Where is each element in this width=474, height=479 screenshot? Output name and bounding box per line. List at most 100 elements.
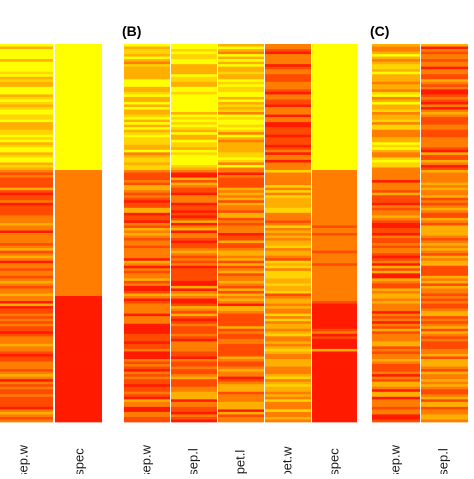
heatmap-cell [171, 167, 217, 171]
heatmap-cell [265, 260, 311, 264]
heatmap-cell [124, 338, 170, 342]
heatmap-cell [372, 162, 420, 166]
heatmap-cell [171, 187, 217, 191]
heatmap-cell [421, 298, 468, 302]
heatmap-cell [265, 144, 311, 148]
heatmap-cell [171, 69, 217, 73]
heatmap-cell [218, 190, 264, 194]
heatmap-cell [171, 351, 217, 355]
heatmap-cell [55, 416, 102, 420]
heatmap-cell [312, 49, 357, 52]
heatmap-cell [0, 411, 53, 415]
heatmap-cell [218, 333, 264, 337]
heatmap-cell [265, 175, 311, 178]
heatmap-cell [421, 311, 468, 314]
heatmap-cell [124, 170, 170, 173]
heatmap-cell [55, 132, 102, 136]
heatmap-cell [421, 152, 468, 156]
heatmap-cell [0, 215, 53, 219]
heatmap-cell [312, 137, 357, 141]
heatmap-cell [0, 107, 53, 110]
heatmap-cell [171, 59, 217, 62]
heatmap-cell [0, 104, 53, 108]
heatmap-cell [312, 364, 357, 367]
heatmap-cell [218, 225, 264, 229]
heatmap-cell [0, 265, 53, 269]
heatmap-cell [218, 386, 264, 390]
heatmap-cell [372, 406, 420, 410]
heatmap-cell [218, 245, 264, 249]
heatmap-cell [421, 74, 468, 78]
heatmap-cell [312, 404, 357, 408]
heatmap-cell [421, 109, 468, 113]
heatmap-cell [124, 336, 170, 340]
heatmap-cell [0, 230, 53, 234]
heatmap-cell [312, 96, 357, 100]
heatmap-cell [372, 59, 420, 62]
heatmap-cell [55, 119, 102, 123]
heatmap-cell [312, 101, 357, 105]
heatmap-cell [218, 331, 264, 335]
heatmap-cell [124, 195, 170, 199]
heatmap-cell [372, 159, 420, 163]
heatmap-cell [171, 404, 217, 408]
heatmap-cell [124, 192, 170, 196]
heatmap-cell [171, 172, 217, 176]
heatmap-cell [0, 74, 53, 78]
heatmap-cell [218, 180, 264, 183]
heatmap-cell [55, 71, 102, 75]
heatmap-cell [0, 167, 53, 171]
heatmap-cell [421, 235, 468, 239]
heatmap-cell [421, 225, 468, 229]
heatmap-cell [0, 142, 53, 146]
heatmap-cell [312, 389, 357, 393]
heatmap-cell [421, 356, 468, 360]
heatmap-cell [312, 260, 357, 264]
heatmap-cell [421, 318, 468, 322]
heatmap-cell [218, 205, 264, 209]
heatmap-cell [55, 404, 102, 408]
heatmap-cell [55, 343, 102, 347]
heatmap-cell [421, 386, 468, 390]
heatmap-cell [0, 175, 53, 178]
heatmap-cell [0, 343, 53, 347]
heatmap-cell [218, 192, 264, 196]
heatmap-cell [55, 144, 102, 148]
heatmap-cell [372, 240, 420, 244]
heatmap-cell [124, 139, 170, 143]
heatmap-cell [218, 142, 264, 146]
heatmap-cell [171, 303, 217, 307]
heatmap-cell [124, 210, 170, 214]
heatmap-cell [124, 250, 170, 254]
heatmap-cell [218, 56, 264, 60]
heatmap-cell [421, 84, 468, 88]
heatmap-cell [421, 159, 468, 163]
heatmap-cell [218, 89, 264, 93]
heatmap-cell [265, 366, 311, 370]
heatmap-cell [124, 46, 170, 50]
heatmap-cell [421, 230, 468, 234]
heatmap-cell [0, 154, 53, 158]
heatmap-cell [55, 104, 102, 108]
heatmap-cell [218, 132, 264, 136]
heatmap-cell [265, 192, 311, 196]
heatmap-cell [265, 177, 311, 181]
heatmap-cell [372, 318, 420, 322]
heatmap-cell [55, 364, 102, 367]
heatmap-cell [171, 54, 217, 57]
heatmap-cell [124, 235, 170, 239]
heatmap-cell [218, 94, 264, 98]
heatmap-cell [421, 283, 468, 287]
heatmap-cell [171, 338, 217, 342]
heatmap-cell [171, 313, 217, 317]
heatmap-cell [124, 142, 170, 146]
heatmap-cell [171, 253, 217, 257]
heatmap-cell [421, 147, 468, 151]
heatmap-cell [372, 243, 420, 246]
heatmap-cell [218, 288, 264, 292]
heatmap-cell [312, 112, 357, 115]
heatmap-cell [421, 273, 468, 277]
heatmap-cell [372, 384, 420, 388]
heatmap-cell [421, 76, 468, 80]
heatmap-cell [312, 318, 357, 322]
